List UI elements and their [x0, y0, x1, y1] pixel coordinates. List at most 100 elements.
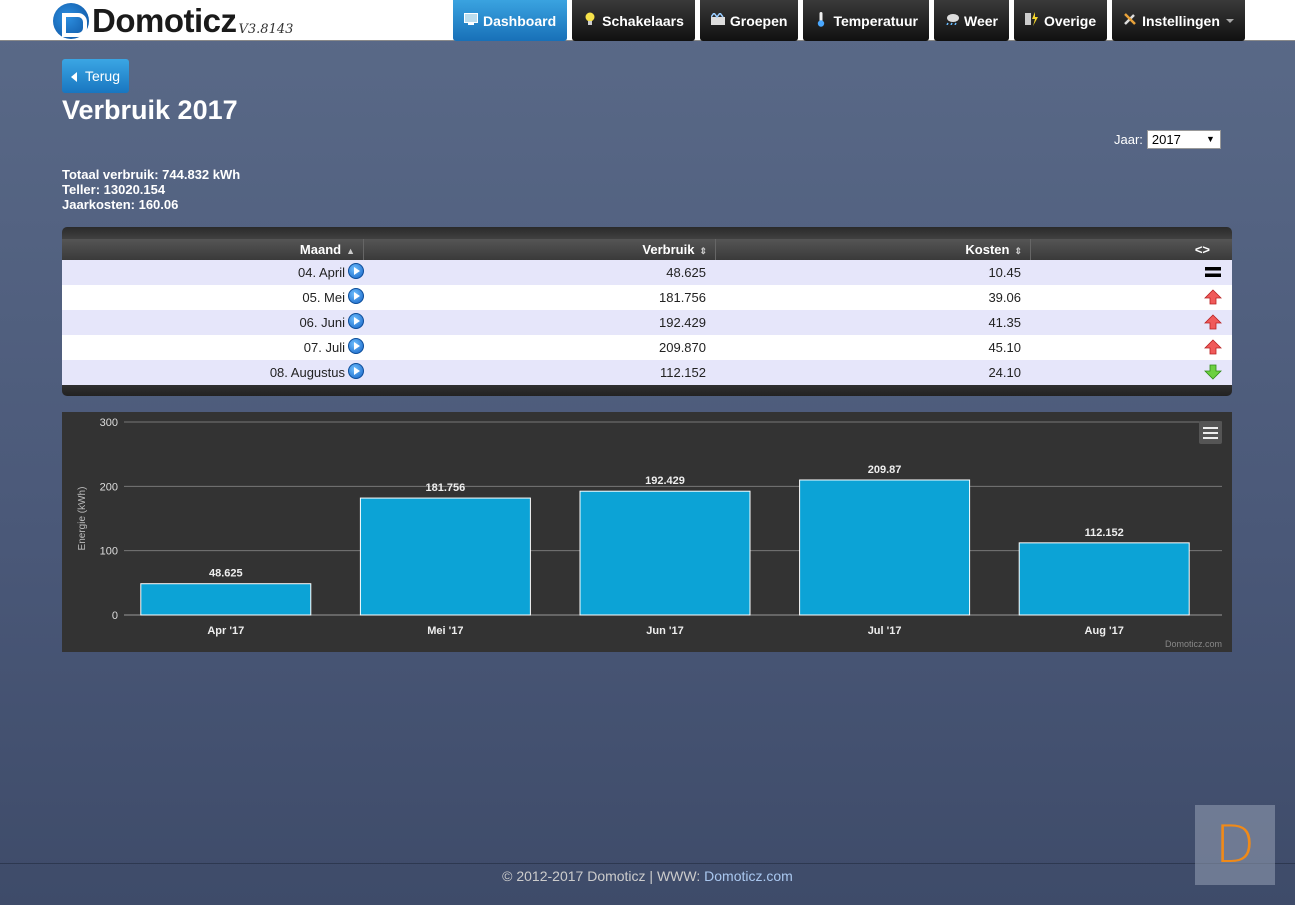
summary-total: Totaal verbruik: 744.832 kWh	[62, 167, 241, 182]
bar[interactable]	[1018, 542, 1190, 616]
y-tick-label: 100	[100, 546, 118, 558]
trend-equal-icon	[1204, 265, 1232, 280]
corner-logo[interactable]: D	[1195, 805, 1275, 885]
year-selector: Jaar: 2017	[1114, 130, 1221, 149]
bar[interactable]	[140, 583, 312, 616]
bar[interactable]	[579, 490, 751, 616]
data-label: 181.756	[426, 482, 466, 494]
cell-usage: 192.429	[659, 315, 706, 330]
cell-month-label: 08. Augustus	[269, 365, 345, 380]
x-tick-label: Jul '17	[868, 625, 902, 637]
column-header-usage-label: Verbruik	[642, 242, 695, 257]
domoticz-logo-icon	[53, 3, 89, 39]
sort-icon: ⇕	[699, 246, 707, 256]
cell-month-label: 06. Juni	[299, 315, 345, 330]
x-tick-label: Aug '17	[1085, 625, 1124, 637]
nav-schakelaars-label: Schakelaars	[602, 12, 684, 29]
nav-groepen[interactable]: Groepen	[699, 0, 799, 41]
table-row: 04. April 48.625 10.45	[62, 260, 1232, 285]
column-header-month-label: Maand	[299, 242, 342, 257]
cell-month: 06. Juni	[62, 310, 364, 335]
cell-usage: 112.152	[659, 365, 706, 380]
column-header-usage[interactable]: Verbruik ⇕	[364, 239, 716, 260]
data-label: 209.87	[868, 464, 902, 476]
cell-cost: 41.35	[988, 315, 1021, 330]
chart-credit[interactable]: Domoticz.com	[1164, 639, 1222, 649]
table-row: 07. Juli 209.870 45.10	[62, 335, 1232, 360]
table-body: 04. April 48.625 10.45 05. Mei 181.756 39.06 0…	[62, 260, 1232, 385]
cell-month-label: 04. April	[298, 265, 345, 280]
trend-up-icon	[1204, 314, 1232, 330]
bar[interactable]	[799, 479, 971, 616]
cell-usage: 209.870	[659, 340, 706, 355]
nav-weer-label: Weer	[963, 12, 998, 29]
summary-cost: Jaarkosten: 160.06	[62, 197, 179, 212]
cell-trend	[1031, 285, 1232, 310]
year-select[interactable]: 2017	[1146, 130, 1221, 149]
chevron-down-icon	[1225, 18, 1234, 23]
column-header-cost[interactable]: Kosten ⇕	[716, 239, 1031, 260]
cell-cost: 10.45	[988, 265, 1021, 280]
cell-cost: 45.10	[988, 340, 1021, 355]
x-tick-label: Jun '17	[646, 625, 683, 637]
y-tick-label: 200	[100, 481, 118, 493]
trend-up-icon	[1204, 289, 1232, 305]
main-nav: Dashboard Schakelaars Groepen Temperatuu…	[453, 0, 1250, 41]
nav-overige[interactable]: Overige	[1013, 0, 1108, 41]
cell-trend	[1031, 360, 1232, 385]
y-tick-label: 300	[100, 417, 118, 429]
usage-summary: Totaal verbruik: 744.832 kWh Teller: 130…	[62, 167, 240, 212]
nav-dashboard[interactable]: Dashboard	[453, 0, 568, 41]
nav-overige-label: Overige	[1043, 12, 1097, 29]
nav-temperatuur-label: Temperatuur	[833, 12, 918, 29]
cell-cost: 39.06	[988, 290, 1021, 305]
play-circle-icon[interactable]	[348, 363, 364, 379]
cell-trend	[1031, 335, 1232, 360]
table-row: 06. Juni 192.429 41.35	[62, 310, 1232, 335]
footer-link[interactable]: Domoticz.com	[704, 868, 793, 884]
y-axis-label: Energie (kWh)	[77, 487, 88, 551]
footer-text: © 2012-2017 Domoticz | WWW:	[502, 868, 705, 884]
cell-month-label: 05. Mei	[302, 290, 345, 305]
tools-icon	[1123, 12, 1137, 29]
back-button[interactable]: Terug	[62, 59, 129, 93]
x-tick-label: Mei '17	[427, 625, 463, 637]
bar[interactable]	[359, 497, 531, 616]
cell-month: 04. April	[62, 260, 364, 285]
trend-down-icon	[1204, 364, 1232, 380]
usage-chart: 0 100 200 300 Energie (kWh) 48.625 Apr '17 181.…	[62, 412, 1232, 652]
play-circle-icon[interactable]	[348, 313, 364, 329]
y-tick-label: 0	[112, 610, 118, 622]
summary-counter: Teller: 13020.154	[62, 182, 166, 197]
chart-menu-button[interactable]	[1199, 421, 1222, 444]
nav-instellingen[interactable]: Instellingen	[1112, 0, 1245, 41]
footer-divider	[0, 863, 1295, 864]
play-circle-icon[interactable]	[348, 263, 364, 279]
table-row: 05. Mei 181.756 39.06	[62, 285, 1232, 310]
play-circle-icon[interactable]	[348, 338, 364, 354]
utility-icon	[1024, 12, 1039, 29]
app-logo[interactable]: Domoticz V3.8143	[53, 2, 293, 40]
nav-temperatuur[interactable]: Temperatuur	[803, 0, 929, 41]
nav-groepen-label: Groepen	[729, 12, 788, 29]
footer: © 2012-2017 Domoticz | WWW: Domoticz.com	[0, 868, 1295, 884]
cell-trend	[1031, 310, 1232, 335]
nav-schakelaars[interactable]: Schakelaars	[572, 0, 695, 41]
nav-instellingen-label: Instellingen	[1142, 12, 1220, 29]
usage-table: Maand ▲ Verbruik ⇕ Kosten ⇕ <> 04. April 48.…	[62, 227, 1232, 396]
year-select-value: 2017	[1151, 132, 1181, 147]
arrow-left-icon	[70, 72, 77, 82]
column-header-trend[interactable]: <>	[1194, 242, 1210, 257]
scenes-icon	[710, 11, 725, 28]
bar-chart: 0 100 200 300 Energie (kWh) 48.625 Apr '17 181.…	[77, 417, 1222, 637]
table-header: Maand ▲ Verbruik ⇕ Kosten ⇕ <>	[62, 239, 1232, 260]
cell-trend	[1031, 260, 1232, 285]
cell-month: 08. Augustus	[62, 360, 364, 385]
column-header-month[interactable]: Maand ▲	[62, 239, 364, 260]
year-label: Jaar:	[1114, 132, 1143, 147]
dashboard-icon	[464, 13, 478, 28]
sort-icon: ⇕	[1014, 246, 1022, 256]
data-label: 192.429	[645, 475, 685, 487]
nav-weer[interactable]: Weer	[933, 0, 1009, 41]
play-circle-icon[interactable]	[348, 288, 364, 304]
